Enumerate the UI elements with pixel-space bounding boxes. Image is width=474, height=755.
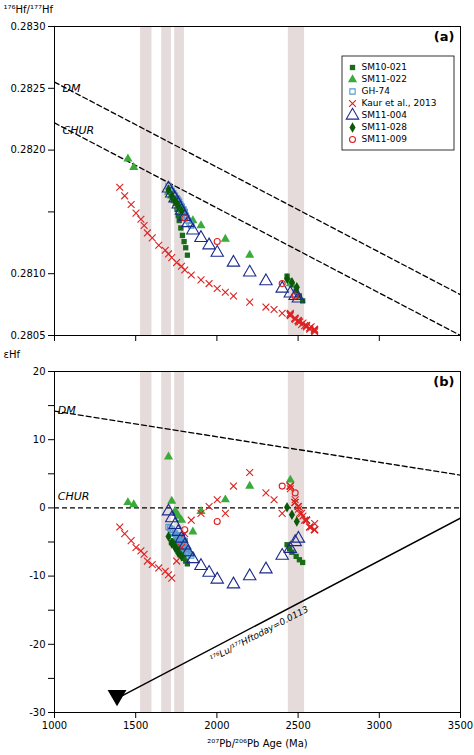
svg-text:2000: 2000 (204, 720, 229, 731)
svg-text:3000: 3000 (367, 720, 392, 731)
svg-text:0.2805: 0.2805 (11, 330, 46, 341)
svg-text:20: 20 (33, 366, 46, 377)
svg-text:10: 10 (33, 434, 46, 445)
svg-text:0.2825: 0.2825 (11, 83, 46, 94)
svg-text:0.2820: 0.2820 (11, 144, 46, 155)
svg-text:3500: 3500 (448, 720, 473, 731)
svg-text:-20: -20 (29, 639, 45, 650)
svg-text:¹⁷⁶Hf/¹⁷⁷Hf: ¹⁷⁶Hf/¹⁷⁷Hf (4, 4, 54, 15)
svg-text:SM11-009: SM11-009 (362, 134, 408, 144)
svg-text:1000: 1000 (42, 720, 67, 731)
svg-text:¹⁷⁶Lu/¹⁷⁷Hftoday=0.0113: ¹⁷⁶Lu/¹⁷⁷Hftoday=0.0113 (208, 604, 310, 664)
svg-text:(b): (b) (433, 374, 454, 389)
svg-text:-30: -30 (29, 707, 45, 718)
svg-text:DM: DM (58, 404, 76, 417)
svg-text:SM11-028: SM11-028 (362, 122, 408, 132)
svg-text:0.2830: 0.2830 (11, 21, 46, 32)
svg-text:(a): (a) (434, 29, 455, 44)
svg-text:Kaur et al., 2013: Kaur et al., 2013 (362, 98, 437, 108)
svg-text:0.2810: 0.2810 (11, 268, 46, 279)
svg-text:εHf: εHf (4, 349, 21, 360)
svg-text:DM: DM (63, 82, 81, 95)
svg-text:SM11-022: SM11-022 (362, 74, 407, 84)
svg-text:2500: 2500 (285, 720, 310, 731)
svg-text:SM10-021: SM10-021 (362, 62, 407, 72)
svg-text:²⁰⁷Pb/²⁰⁶Pb Age (Ma): ²⁰⁷Pb/²⁰⁶Pb Age (Ma) (207, 738, 308, 749)
svg-text:GH-74: GH-74 (362, 86, 391, 96)
svg-text:CHUR: CHUR (58, 490, 90, 503)
svg-text:-10: -10 (29, 570, 45, 581)
svg-text:1500: 1500 (123, 720, 148, 731)
svg-text:SM11-004: SM11-004 (362, 110, 408, 120)
svg-text:0: 0 (39, 502, 45, 513)
svg-text:CHUR: CHUR (63, 124, 95, 137)
